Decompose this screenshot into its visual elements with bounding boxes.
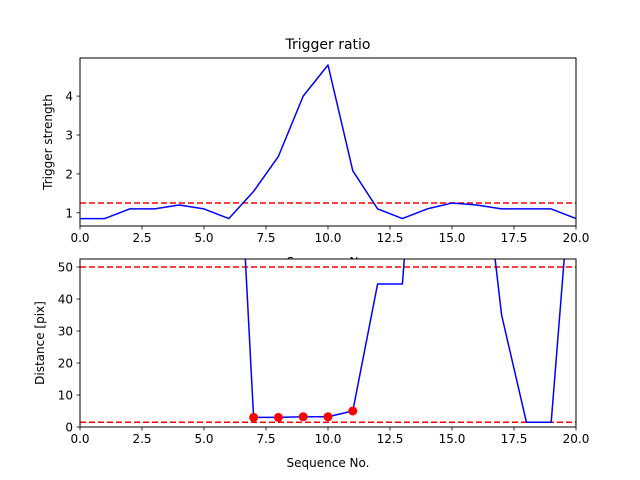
y-tick-label: 2 xyxy=(65,167,73,181)
x-tick-label: 0.0 xyxy=(70,432,89,446)
y-tick-label: 3 xyxy=(65,129,73,143)
data-point-marker xyxy=(348,406,358,416)
y-tick-label: 20 xyxy=(58,357,73,371)
x-tick-label: 7.5 xyxy=(256,432,275,446)
x-tick-label: 15.0 xyxy=(439,432,466,446)
x-tick-label: 10.0 xyxy=(315,231,342,245)
y-tick-label: 0 xyxy=(65,421,73,435)
plot-area xyxy=(80,259,576,427)
y-tick-label: 10 xyxy=(58,389,73,403)
y-tick-label: 4 xyxy=(65,90,73,104)
y-axis-label: Trigger strength xyxy=(41,94,55,191)
x-tick-label: 5.0 xyxy=(194,231,213,245)
x-tick-label: 12.5 xyxy=(377,432,404,446)
x-tick-label: 20.0 xyxy=(563,231,590,245)
x-tick-label: 7.5 xyxy=(256,231,275,245)
y-tick-label: 1 xyxy=(65,206,73,220)
data-point-marker xyxy=(273,412,283,422)
x-axis-label: Sequence No. xyxy=(287,456,370,470)
y-tick-label: 30 xyxy=(58,325,73,339)
x-tick-label: 17.5 xyxy=(501,432,528,446)
x-tick-label: 2.5 xyxy=(132,432,151,446)
data-point-marker xyxy=(323,412,333,422)
data-point-marker xyxy=(249,412,259,422)
trigger-strength-panel: Trigger ratio 0.0 2.5 5.0 7.5 10.0 12.5 15.0 17… xyxy=(41,37,589,269)
y-tick-label: 40 xyxy=(58,293,73,307)
series-line xyxy=(80,64,576,220)
plot-area xyxy=(80,58,576,226)
x-tick-label: 15.0 xyxy=(439,231,466,245)
y-axis-label: Distance [pix] xyxy=(33,301,47,385)
x-tick-label: 20.0 xyxy=(563,432,590,446)
x-tick-label: 5.0 xyxy=(194,432,213,446)
distance-panel: 0.0 2.5 5.0 7.5 10.0 12.5 15.0 17.5 20.0 0 10 20 30… xyxy=(33,258,590,470)
chart-title: Trigger ratio xyxy=(284,37,370,53)
x-tick-label: 2.5 xyxy=(132,231,151,245)
x-tick-label: 0.0 xyxy=(70,231,89,245)
y-tick-label: 50 xyxy=(58,261,73,275)
x-tick-label: 10.0 xyxy=(315,432,342,446)
x-tick-label: 12.5 xyxy=(377,231,404,245)
x-tick-label: 17.5 xyxy=(501,231,528,245)
data-point-marker xyxy=(298,412,308,422)
